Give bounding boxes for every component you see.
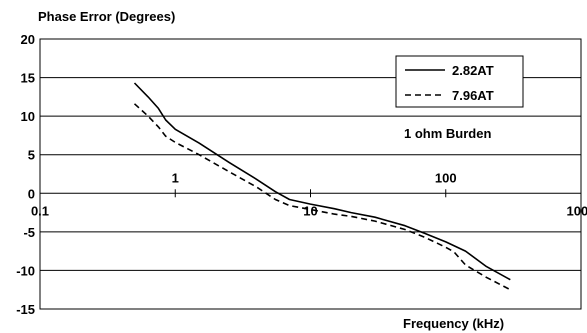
plot-area-frame xyxy=(39,38,582,310)
y-tick-label--10: -10 xyxy=(16,263,35,278)
annotation-burden: 1 ohm Burden xyxy=(404,126,491,141)
y-tick-labels: 20 15 10 5 0 -5 -10 -15 xyxy=(16,32,35,317)
legend-label-series-2: 7.96AT xyxy=(452,88,494,103)
legend-box xyxy=(395,55,524,108)
y-tick-label-20: 20 xyxy=(21,32,35,47)
x-tick-label-1000: 1000 xyxy=(567,203,587,218)
x-tick-label-1: 1 xyxy=(172,170,179,185)
x-tick-label-10: 10 xyxy=(303,203,317,218)
x-tick-labels: 0.11101001000 xyxy=(31,170,587,218)
y-axis-title: Phase Error (Degrees) xyxy=(38,9,175,24)
x-axis-title: Frequency (kHz) xyxy=(403,316,504,331)
y-tick-label--15: -15 xyxy=(16,302,35,317)
legend-label-series-1: 2.82AT xyxy=(452,63,494,78)
y-tick-label-0: 0 xyxy=(28,186,35,201)
y-tick-label-15: 15 xyxy=(21,71,35,86)
y-tick-label-10: 10 xyxy=(21,109,35,124)
x-tick-label-100: 100 xyxy=(435,170,457,185)
series-lines xyxy=(133,82,511,291)
y-tick-label-5: 5 xyxy=(28,148,35,163)
series-line-1 xyxy=(133,82,511,281)
legend: 2.82AT 7.96AT xyxy=(395,55,524,108)
y-tick-label--5: -5 xyxy=(23,225,35,240)
